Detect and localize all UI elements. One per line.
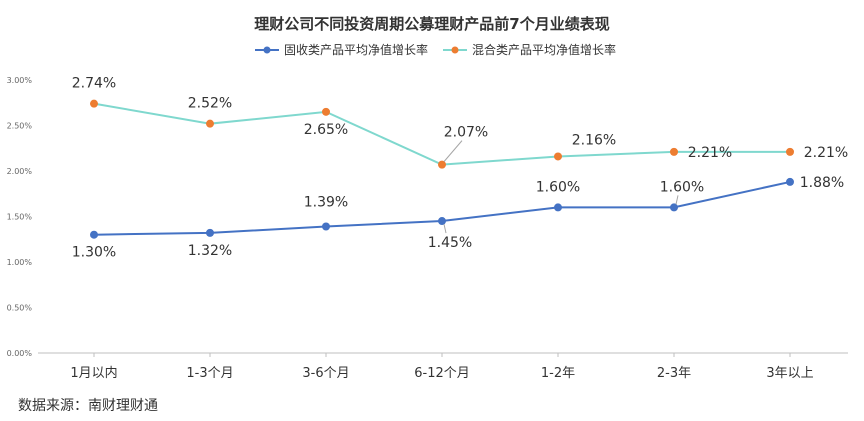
data-point: [554, 152, 562, 161]
data-label: 1.39%: [304, 195, 348, 211]
source-note: 数据来源：南财理财通: [18, 398, 158, 414]
x-tick-label: 3年以上: [766, 366, 813, 381]
legend: 固收类产品平均净值增长率 混合类产品平均净值增长率: [255, 42, 616, 57]
leader-line: [443, 140, 463, 162]
data-point: [322, 107, 330, 116]
y-tick-label: 3.00%: [7, 76, 33, 85]
data-label: 1.30%: [72, 245, 116, 261]
series-1: 1.30% 1.32% 1.39% 1.45% 1.60% 1.60% 1.88%: [72, 175, 844, 261]
data-point: [786, 147, 794, 156]
data-point: [438, 217, 446, 226]
data-label: 1.60%: [536, 179, 580, 195]
data-point: [206, 228, 214, 237]
data-label: 2.52%: [188, 96, 232, 112]
y-tick-label: 2.50%: [7, 122, 33, 131]
x-tick-label: 1-3个月: [186, 366, 233, 381]
data-label: 1.32%: [188, 243, 232, 259]
legend-marker: [263, 46, 271, 54]
x-tick-label: 3-6个月: [302, 366, 349, 381]
data-point: [322, 222, 330, 231]
x-tick-label: 6-12个月: [414, 366, 470, 381]
data-point: [554, 203, 562, 212]
y-axis: 0.00% 0.50% 1.00% 1.50% 2.00% 2.50% 3.00%: [7, 76, 33, 358]
data-label: 2.74%: [72, 76, 116, 92]
x-tick-label: 1月以内: [70, 365, 117, 381]
data-label: 2.21%: [804, 145, 848, 161]
data-label: 1.88%: [800, 175, 844, 191]
data-point: [670, 147, 678, 156]
x-tick-label: 1-2年: [541, 366, 575, 381]
legend-label: 混合类产品平均净值增长率: [472, 42, 616, 57]
data-point: [438, 160, 446, 169]
legend-label: 固收类产品平均净值增长率: [284, 42, 428, 57]
series-layer: 1.30% 1.32% 1.39% 1.45% 1.60% 1.60% 1.88% 2.74%…: [72, 76, 848, 261]
data-label: 2.65%: [304, 122, 348, 138]
series-2: 2.74% 2.52% 2.65% 2.07% 2.16% 2.21% 2.21%: [72, 76, 848, 169]
data-label: 1.45%: [428, 235, 472, 251]
x-axis: 1月以内 1-3个月 3-6个月 6-12个月 1-2年 2-3年 3年以上: [38, 352, 848, 381]
data-label: 2.16%: [572, 132, 616, 148]
data-point: [90, 230, 98, 239]
x-tick-label: 2-3年: [657, 366, 691, 381]
data-point: [90, 99, 98, 108]
data-label: 2.07%: [444, 125, 488, 141]
leader-line: [443, 223, 447, 234]
y-tick-label: 2.00%: [7, 167, 33, 176]
y-tick-label: 1.50%: [7, 213, 33, 222]
chart-title: 理财公司不同投资周期公募理财产品前7个月业绩表现: [254, 15, 609, 33]
data-point: [206, 119, 214, 128]
y-tick-label: 0.00%: [7, 349, 33, 358]
legend-marker: [451, 46, 459, 54]
series-line: [93, 102, 790, 166]
data-label: 2.21%: [688, 145, 732, 161]
y-tick-label: 1.00%: [7, 258, 33, 267]
leader-line: [675, 195, 679, 205]
data-point: [670, 203, 678, 212]
data-point: [786, 177, 794, 186]
y-tick-label: 0.50%: [7, 304, 33, 313]
data-label: 1.60%: [660, 179, 704, 195]
